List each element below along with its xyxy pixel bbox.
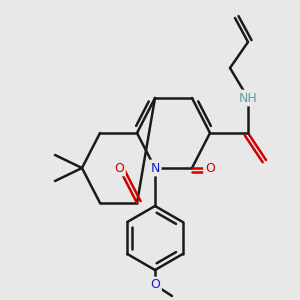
Text: O: O xyxy=(205,161,215,175)
Text: O: O xyxy=(114,161,124,175)
Text: NH: NH xyxy=(238,92,257,104)
Text: O: O xyxy=(150,278,160,292)
Text: N: N xyxy=(150,161,160,175)
